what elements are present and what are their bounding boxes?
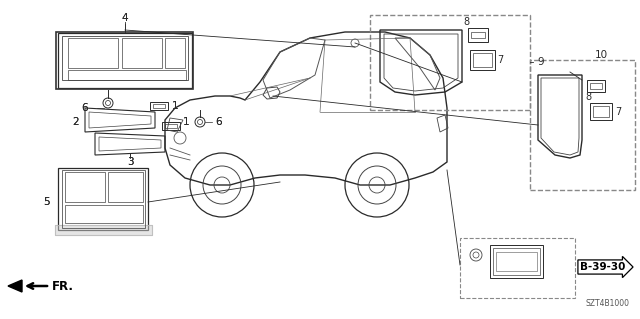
- Bar: [65, 172, 105, 202]
- Bar: [165, 38, 185, 68]
- Bar: [153, 104, 165, 108]
- Text: 1: 1: [183, 117, 189, 127]
- Text: 2: 2: [72, 117, 79, 127]
- Bar: [68, 38, 118, 68]
- Text: 7: 7: [497, 55, 503, 65]
- Text: 2: 2: [72, 117, 79, 127]
- Text: 5: 5: [44, 197, 50, 207]
- Bar: [68, 70, 186, 80]
- Text: 9: 9: [537, 57, 543, 67]
- Bar: [468, 28, 488, 42]
- Text: FR.: FR.: [52, 279, 74, 293]
- Text: SZT4B1000: SZT4B1000: [586, 299, 630, 308]
- Bar: [65, 205, 143, 223]
- Text: 6: 6: [215, 117, 221, 127]
- Text: 6: 6: [81, 103, 88, 113]
- Text: 1: 1: [183, 117, 189, 127]
- Bar: [587, 80, 605, 92]
- Text: B-39-30: B-39-30: [580, 262, 625, 272]
- Text: 10: 10: [595, 50, 608, 60]
- Bar: [122, 38, 162, 68]
- Text: 4: 4: [122, 13, 128, 23]
- Bar: [108, 172, 143, 202]
- Bar: [162, 122, 180, 130]
- Bar: [150, 102, 168, 110]
- Text: 3: 3: [127, 157, 133, 167]
- Bar: [370, 15, 530, 110]
- Bar: [165, 124, 177, 128]
- Text: 8: 8: [463, 17, 469, 27]
- Text: 3: 3: [127, 157, 133, 167]
- Text: 1: 1: [172, 101, 179, 111]
- Bar: [590, 83, 602, 89]
- Text: 6: 6: [215, 117, 221, 127]
- Polygon shape: [8, 280, 22, 292]
- Text: 8: 8: [585, 92, 591, 102]
- Text: 7: 7: [615, 107, 621, 117]
- Bar: [530, 60, 635, 190]
- Bar: [471, 32, 485, 38]
- Text: 6: 6: [81, 103, 88, 113]
- Text: 4: 4: [122, 13, 128, 23]
- Text: 5: 5: [44, 197, 50, 207]
- Polygon shape: [55, 225, 152, 235]
- Text: 1: 1: [172, 101, 179, 111]
- Bar: [460, 238, 575, 298]
